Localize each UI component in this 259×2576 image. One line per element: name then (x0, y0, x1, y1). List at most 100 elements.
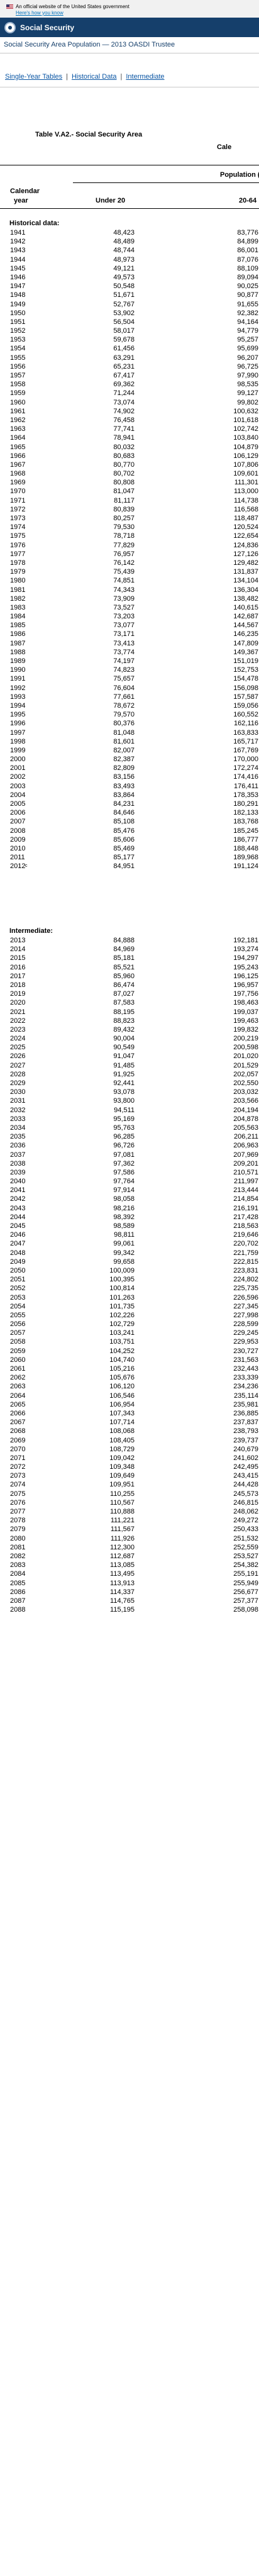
age-20-64-cell: 257,377 (233, 1597, 258, 1605)
year-cell: 1978 (10, 559, 26, 567)
age-20-64-cell: 216,191 (233, 1204, 258, 1212)
year-cell: 2034 (10, 1124, 26, 1132)
under-20-cell: 81,601 (113, 737, 135, 745)
age-20-64-cell: 176,411 (234, 782, 258, 790)
year-cell: 1981 (10, 586, 26, 594)
table-row: 2061 105,216 232,443 (0, 1364, 259, 1373)
table-row: 2031 93,800 203,566 (0, 1096, 259, 1105)
year-cell: 2006 (10, 809, 26, 817)
year-cell: 2010 (10, 844, 26, 852)
year-cell: 1961 (10, 407, 26, 415)
intermediate-label: Intermediate: (9, 927, 53, 935)
under-20-cell: 73,203 (113, 613, 135, 621)
age-20-64-cell: 129,482 (233, 559, 258, 567)
year-cell: 2084 (10, 1570, 26, 1578)
year-cell: 2086 (10, 1588, 26, 1596)
table-row: 2033 95,169 204,878 (0, 1115, 259, 1124)
year-cell: 2069 (10, 1436, 26, 1444)
year-cell: 2065 (10, 1400, 26, 1408)
under-20-cell: 81,048 (113, 728, 135, 737)
under-20-cell: 109,348 (109, 1463, 135, 1471)
ssa-seal-icon[interactable] (4, 21, 16, 33)
heres-how-you-know-link[interactable]: Here's how you know (16, 10, 63, 16)
year-cell: 2057 (10, 1329, 26, 1337)
age-20-64-cell: 196,957 (233, 981, 258, 989)
table-row: 2016 85,521 195,243 (0, 963, 259, 972)
age-20-64-cell: 201,020 (233, 1052, 258, 1061)
site-brand[interactable]: Social Security (20, 23, 75, 32)
table-row: 2058 103,751 229,953 (0, 1337, 259, 1346)
table-row: 2027 91,485 201,529 (0, 1061, 259, 1070)
year-cell: 2044 (10, 1213, 26, 1221)
under-20-cell: 106,546 (109, 1391, 135, 1400)
age-20-64-cell: 113,000 (234, 488, 258, 496)
year-cell: 2029 (10, 1079, 26, 1087)
table-row: 1961 74,902 100,632 (0, 407, 259, 416)
under-20-cell: 73,774 (113, 648, 135, 656)
table-row: 1950 53,902 92,382 (0, 309, 259, 318)
under-20-cell: 90,549 (113, 1044, 135, 1052)
age-20-64-cell: 250,433 (233, 1525, 258, 1534)
age-20-64-cell: 98,535 (237, 381, 258, 389)
table-row: 1952 58,017 94,779 (0, 326, 259, 335)
age-20-64-cell: 156,098 (233, 684, 258, 692)
year-cell: 2060 (10, 1356, 26, 1364)
table-row: 2072 109,348 242,495 (0, 1463, 259, 1471)
year-cell: 2031 (10, 1097, 26, 1105)
year-cell: 1969 (10, 479, 26, 487)
table-row: 2044 98,392 217,428 (0, 1213, 259, 1222)
year-cell: 2007 (10, 818, 26, 826)
table-subtitle: Cale (217, 143, 232, 151)
table-row: 2077 110,888 248,062 (0, 1507, 259, 1516)
age-20-64-cell: 152,753 (233, 666, 258, 674)
under-20-cell: 79,530 (113, 523, 135, 532)
year-cell: 2048 (10, 1249, 26, 1257)
tab-intermediate[interactable]: Intermediate (126, 73, 165, 81)
table-row: 2063 106,120 234,236 (0, 1382, 259, 1391)
table-row: 2003 83,493 176,411 (0, 782, 259, 791)
age-20-64-cell: 101,618 (233, 416, 258, 424)
year-cell: 1970 (10, 488, 26, 496)
year-cell: 2001 (10, 764, 26, 772)
group-header-rule (73, 182, 259, 183)
under-20-cell: 98,589 (113, 1222, 135, 1230)
under-20-cell: 97,362 (113, 1159, 135, 1168)
under-20-cell: 73,413 (113, 639, 135, 647)
under-20-cell: 84,969 (113, 945, 135, 954)
table-row: 2064 106,546 235,114 (0, 1391, 259, 1400)
under-20-cell: 80,257 (113, 515, 135, 522)
year-cell: 2040 (10, 1178, 26, 1186)
under-20-cell: 76,957 (113, 550, 135, 558)
year-cell: 2047 (10, 1240, 26, 1248)
historical-label: Historical data: (9, 220, 60, 227)
year-cell: 1997 (10, 728, 26, 737)
year-cell: 1986 (10, 630, 26, 638)
under-20-cell: 74,851 (113, 577, 135, 585)
table-row: 2052 100,814 225,735 (0, 1284, 259, 1293)
year-cell: 1983 (10, 603, 26, 611)
under-20-cell: 85,476 (113, 827, 135, 835)
under-20-cell: 73,909 (113, 594, 135, 603)
under-20-cell: 78,941 (113, 434, 135, 442)
table-row: 2032 94,511 204,194 (0, 1106, 259, 1115)
table-row: 1996 80,376 162,116 (0, 719, 259, 728)
year-cell: 1952 (10, 327, 26, 335)
age-20-64-cell: 102,742 (233, 425, 258, 433)
under-20-cell: 82,387 (113, 756, 135, 764)
table-row: 1982 73,909 138,482 (0, 594, 259, 603)
table-row: 1947 50,548 90,025 (0, 282, 259, 291)
tab-historical-data[interactable]: Historical Data (71, 73, 117, 81)
age-20-64-cell: 214,854 (233, 1195, 258, 1203)
under-20-cell: 97,586 (113, 1168, 135, 1176)
under-20-cell: 108,068 (109, 1427, 135, 1436)
table-row: 2021 88,195 199,037 (0, 1008, 259, 1017)
year-cell: 1994 (10, 701, 26, 710)
tab-single-year-tables[interactable]: Single-Year Tables (5, 73, 63, 81)
under-20-cell: 91,485 (113, 1061, 135, 1069)
age-20-64-cell: 146,235 (233, 630, 258, 638)
year-cell: 1998 (10, 737, 26, 745)
under-20-cell: 82,007 (113, 746, 135, 754)
age-20-64-cell: 111,301 (234, 479, 258, 487)
table-row: 2076 110,567 246,815 (0, 1498, 259, 1507)
under-20-cell: 80,808 (113, 479, 135, 487)
